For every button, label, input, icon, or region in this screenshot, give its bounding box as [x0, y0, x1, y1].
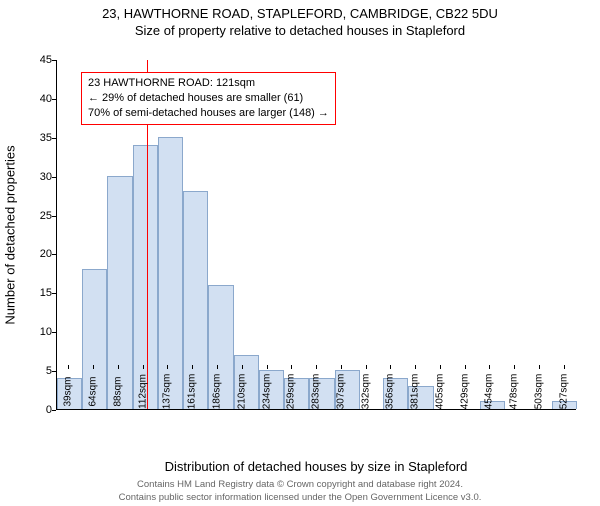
page-subtitle: Size of property relative to detached ho…: [0, 23, 600, 38]
plot-area: 23 HAWTHORNE ROAD: 121sqm ← 29% of detac…: [56, 60, 576, 410]
x-tick: 429sqm: [452, 366, 477, 416]
footer-line-1: Contains HM Land Registry data © Crown c…: [0, 479, 600, 491]
x-tick: 137sqm: [155, 366, 180, 416]
x-tick: 186sqm: [205, 366, 230, 416]
x-tick: 405sqm: [427, 366, 452, 416]
annotation-line-1: 23 HAWTHORNE ROAD: 121sqm: [88, 76, 329, 91]
x-axis-label: Distribution of detached houses by size …: [165, 459, 468, 474]
annotation-box: 23 HAWTHORNE ROAD: 121sqm ← 29% of detac…: [81, 72, 336, 125]
x-tick: 478sqm: [502, 366, 527, 416]
x-tick: 234sqm: [254, 366, 279, 416]
x-tick: 332sqm: [353, 366, 378, 416]
x-tick: 161sqm: [180, 366, 205, 416]
x-tick: 527sqm: [551, 366, 576, 416]
y-tick: 15: [26, 287, 52, 299]
x-tick: 39sqm: [56, 366, 81, 416]
x-tick: 210sqm: [229, 366, 254, 416]
page-title: 23, HAWTHORNE ROAD, STAPLEFORD, CAMBRIDG…: [0, 6, 600, 21]
x-tick: 381sqm: [403, 366, 428, 416]
x-tick: 88sqm: [106, 366, 131, 416]
x-tick: 307sqm: [328, 366, 353, 416]
x-tick: 259sqm: [279, 366, 304, 416]
y-tick: 10: [26, 326, 52, 338]
y-tick: 5: [26, 365, 52, 377]
x-tick: 503sqm: [527, 366, 552, 416]
y-axis-label: Number of detached properties: [3, 145, 18, 324]
annotation-line-3: 70% of semi-detached houses are larger (…: [88, 106, 329, 121]
x-tick: 112sqm: [130, 366, 155, 416]
y-tick: 0: [26, 404, 52, 416]
y-tick: 35: [26, 132, 52, 144]
y-tick: 40: [26, 93, 52, 105]
annotation-line-2: ← 29% of detached houses are smaller (61…: [88, 91, 329, 106]
y-tick: 30: [26, 171, 52, 183]
y-tick: 25: [26, 210, 52, 222]
x-ticks: 39sqm64sqm88sqm112sqm137sqm161sqm186sqm2…: [56, 366, 576, 416]
chart: Number of detached properties 23 HAWTHOR…: [56, 60, 576, 410]
footer-line-2: Contains public sector information licen…: [0, 492, 600, 504]
y-tick: 45: [26, 54, 52, 66]
y-tick: 20: [26, 248, 52, 260]
x-tick: 283sqm: [304, 366, 329, 416]
footer: Contains HM Land Registry data © Crown c…: [0, 479, 600, 504]
x-tick: 454sqm: [477, 366, 502, 416]
x-tick: 356sqm: [378, 366, 403, 416]
x-tick: 64sqm: [81, 366, 106, 416]
